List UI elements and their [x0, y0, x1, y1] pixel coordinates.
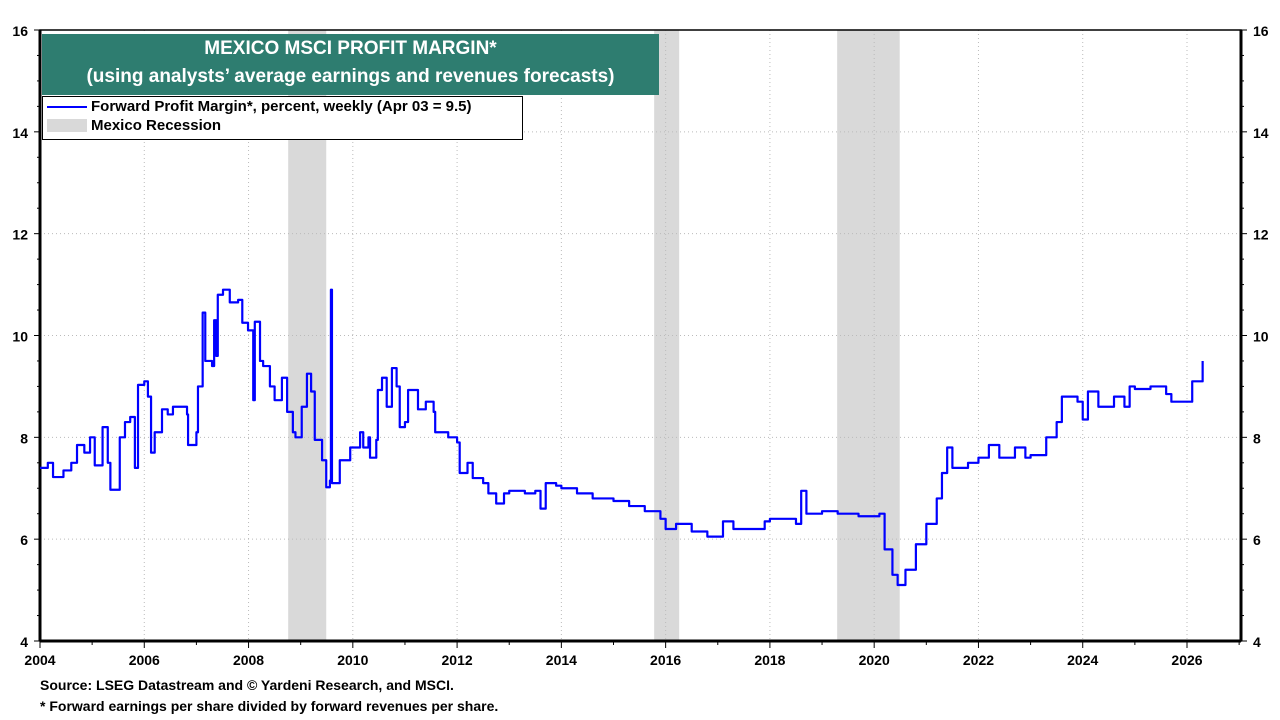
x-tick-label: 2010 — [337, 652, 368, 668]
y-tick-label-left: 12 — [12, 227, 28, 243]
x-tick-label: 2008 — [233, 652, 264, 668]
legend: Forward Profit Margin*, percent, weekly … — [42, 96, 523, 140]
legend-item-recession: Mexico Recession — [47, 116, 522, 135]
chart-subtitle: (using analysts’ average earnings and re… — [86, 66, 615, 87]
y-tick-label-right: 14 — [1253, 125, 1269, 141]
legend-swatch-line — [47, 105, 87, 108]
x-tick-label: 2018 — [754, 652, 785, 668]
recession-band — [654, 30, 680, 641]
x-tick-label: 2020 — [859, 652, 890, 668]
x-tick-label: 2006 — [129, 652, 160, 668]
y-tick-label-left: 8 — [20, 430, 28, 446]
y-tick-label-right: 12 — [1253, 227, 1269, 243]
x-tick-label: 2014 — [546, 652, 577, 668]
y-tick-label-right: 6 — [1253, 532, 1261, 548]
source-note: Source: LSEG Datastream and © Yardeni Re… — [40, 677, 454, 693]
y-tick-label-left: 14 — [12, 125, 28, 141]
y-tick-label-left: 4 — [20, 634, 28, 650]
chart-title: MEXICO MSCI PROFIT MARGIN* — [204, 38, 497, 59]
chart-title-box: MEXICO MSCI PROFIT MARGIN* (using analys… — [42, 34, 659, 95]
x-tick-label: 2026 — [1171, 652, 1202, 668]
y-tick-label-left: 10 — [12, 329, 28, 345]
y-tick-label-left: 6 — [20, 532, 28, 548]
x-tick-label: 2016 — [650, 652, 681, 668]
y-tick-label-right: 4 — [1253, 634, 1261, 650]
x-tick-label: 2024 — [1067, 652, 1098, 668]
legend-label-margin: Forward Profit Margin*, percent, weekly … — [91, 98, 472, 115]
y-tick-label-right: 10 — [1253, 329, 1269, 345]
legend-swatch-recession — [47, 119, 87, 132]
y-tick-label-left: 16 — [12, 23, 28, 39]
footnote: * Forward earnings per share divided by … — [40, 698, 499, 714]
x-tick-label: 2012 — [442, 652, 473, 668]
legend-item-margin: Forward Profit Margin*, percent, weekly … — [47, 97, 522, 116]
x-tick-label: 2004 — [24, 652, 55, 668]
y-tick-label-right: 8 — [1253, 430, 1261, 446]
x-tick-label: 2022 — [963, 652, 994, 668]
legend-label-recession: Mexico Recession — [91, 117, 222, 134]
y-tick-label-right: 16 — [1253, 23, 1269, 39]
